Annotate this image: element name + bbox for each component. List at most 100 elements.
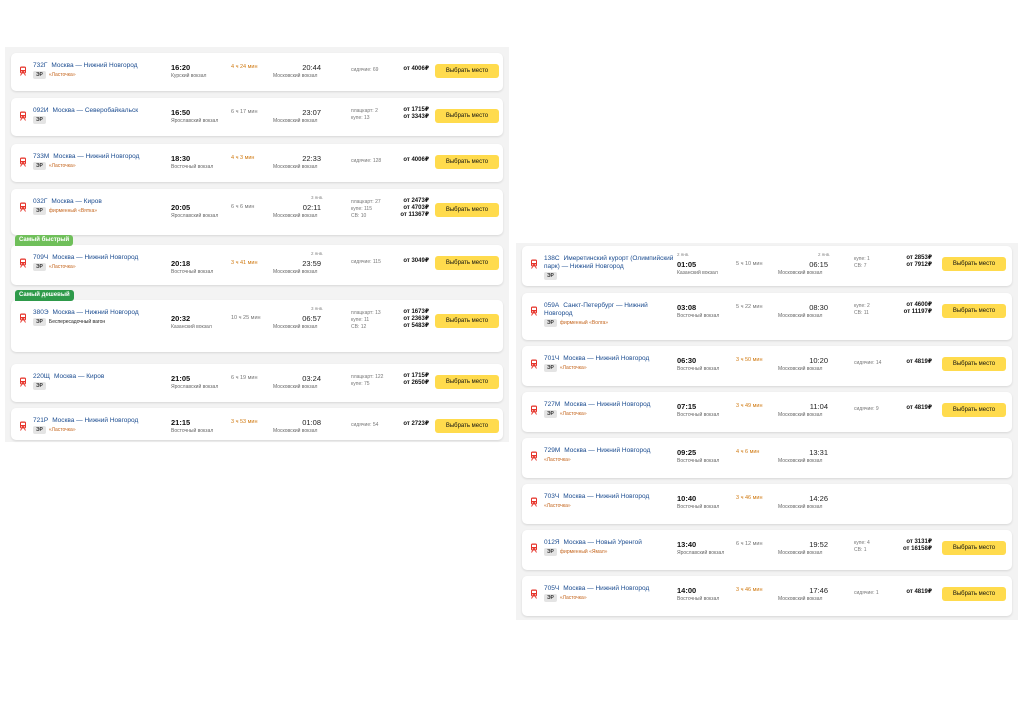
choose-seat-button[interactable]: Выбрать место: [435, 64, 499, 78]
train-number[interactable]: 733М: [33, 153, 50, 160]
train-route-link[interactable]: 032Г Москва — Киров: [33, 198, 158, 206]
train-tags: ЭР фирменный «Ямал»: [544, 548, 607, 556]
train-number[interactable]: 059А: [544, 302, 560, 309]
train-route[interactable]: Москва — Киров: [51, 198, 102, 205]
train-number[interactable]: 705Ч: [544, 585, 560, 592]
seat-availability: плацкарт: 13 купе: 11 СВ: 12: [351, 310, 381, 331]
train-number[interactable]: 032Г: [33, 198, 48, 205]
price-list: от 4006₽: [389, 157, 429, 164]
train-route-link[interactable]: 059А Санкт-Петербург — Нижний Новгород: [544, 302, 674, 317]
trip-duration: 4 ч 6 мин: [736, 449, 760, 455]
seat-class-count: купе: 115: [351, 206, 372, 212]
choose-seat-button[interactable]: Выбрать место: [942, 587, 1006, 601]
train-route[interactable]: Москва — Нижний Новгород: [564, 401, 651, 408]
choose-seat-button[interactable]: Выбрать место: [435, 256, 499, 270]
train-number[interactable]: 220Щ: [33, 373, 50, 380]
arrival-station: Московский вокзал: [273, 164, 318, 170]
er-tag: ЭР: [544, 364, 557, 372]
train-route[interactable]: Москва — Нижний Новгород: [563, 493, 650, 500]
trip-duration: 5 ч 10 мин: [736, 261, 763, 267]
train-route-link[interactable]: 721Р Москва — Нижний Новгород: [33, 417, 158, 425]
er-tag: ЭР: [544, 594, 557, 602]
train-number[interactable]: 703Ч: [544, 493, 560, 500]
train-number[interactable]: 701Ч: [544, 355, 560, 362]
train-route-link[interactable]: 733М Москва — Нижний Новгород: [33, 153, 158, 161]
choose-seat-button[interactable]: Выбрать место: [435, 419, 499, 433]
train-route-link[interactable]: 729М Москва — Нижний Новгород: [544, 447, 674, 455]
price-value: от 4819₽: [906, 589, 932, 595]
train-route[interactable]: Москва — Нижний Новгород: [52, 254, 139, 261]
arrival-station: Московский вокзал: [273, 73, 318, 79]
choose-seat-button[interactable]: Выбрать место: [942, 304, 1006, 318]
price-value: от 11367₽: [400, 212, 429, 218]
arrival-time: 17:46: [809, 586, 828, 595]
train-route[interactable]: Москва — Нижний Новгород: [563, 355, 650, 362]
train-route-link[interactable]: 732Г Москва — Нижний Новгород: [33, 62, 158, 70]
er-tag: ЭР: [33, 382, 46, 390]
departure-station: Восточный вокзал: [677, 366, 720, 372]
choose-seat-button[interactable]: Выбрать место: [435, 155, 499, 169]
train-route[interactable]: Москва — Нижний Новгород: [52, 309, 139, 316]
train-route-link[interactable]: 727М Москва — Нижний Новгород: [544, 401, 674, 409]
arrival-date: 3 янв.: [311, 306, 324, 311]
train-route[interactable]: Москва — Нижний Новгород: [563, 585, 650, 592]
train-route-link[interactable]: 012Я Москва — Новый Уренгой: [544, 539, 674, 547]
train-number[interactable]: 732Г: [33, 62, 48, 69]
choose-seat-button[interactable]: Выбрать место: [435, 314, 499, 328]
choose-seat-button[interactable]: Выбрать место: [942, 403, 1006, 417]
train-route-link[interactable]: 709Ч Москва — Нижний Новгород: [33, 254, 158, 262]
train-brand-tag: «Ласточка»: [48, 264, 76, 270]
train-route[interactable]: Москва — Нижний Новгород: [51, 62, 138, 69]
choose-seat-button[interactable]: Выбрать место: [942, 357, 1006, 371]
price-list: от 2853₽ от 7912₽: [892, 255, 932, 269]
train-route-link[interactable]: 705Ч Москва — Нижний Новгород: [544, 585, 674, 593]
train-number[interactable]: 012Я: [544, 539, 560, 546]
departure-station: Восточный вокзал: [171, 164, 214, 170]
choose-seat-button[interactable]: Выбрать место: [942, 541, 1006, 555]
arrival-time: 19:52: [809, 540, 828, 549]
train-route-link[interactable]: 703Ч Москва — Нижний Новгород: [544, 493, 674, 501]
train-route-link[interactable]: 138С Имеретинский курорт (Олимпийский пар…: [544, 255, 674, 270]
train-icon: [19, 108, 27, 121]
trip-duration: 4 ч 3 мин: [231, 155, 255, 161]
choose-seat-button[interactable]: Выбрать место: [435, 203, 499, 217]
price-list: от 4819₽: [892, 405, 932, 412]
er-tag: ЭР: [33, 426, 46, 434]
train-route[interactable]: Санкт-Петербург — Нижний Новгород: [544, 302, 648, 317]
arrival-station: Московский вокзал: [778, 313, 823, 319]
train-number[interactable]: 092И: [33, 107, 49, 114]
train-number[interactable]: 721Р: [33, 417, 49, 424]
arrival-station: Московский вокзал: [778, 366, 823, 372]
train-icon: [530, 586, 538, 599]
train-number[interactable]: 729М: [544, 447, 561, 454]
seat-class-count: купе: 11: [351, 317, 370, 323]
seat-availability: сидячие: 54: [351, 422, 378, 429]
seat-class-count: сидячие: 1: [854, 590, 879, 596]
train-route[interactable]: Имеретинский курорт (Олимпийский парк) —…: [544, 255, 674, 270]
train-route-link[interactable]: 092И Москва — Северобайкальск: [33, 107, 158, 115]
train-route-link[interactable]: 220Щ Москва — Киров: [33, 373, 158, 381]
train-route-link[interactable]: 701Ч Москва — Нижний Новгород: [544, 355, 674, 363]
train-route-link[interactable]: 380Э Москва — Нижний Новгород: [33, 309, 158, 317]
train-card: 732Г Москва — Нижний Новгород ЭР «Ласточка»…: [11, 53, 503, 91]
train-icon: [19, 154, 27, 167]
train-route[interactable]: Москва — Нижний Новгород: [564, 447, 651, 454]
train-number[interactable]: 138С: [544, 255, 560, 262]
train-card: Самый дешевый 380Э Москва — Нижний Новгоро…: [11, 290, 503, 352]
arrival-time: 23:59: [302, 259, 321, 268]
departure-time: 03:08: [677, 303, 697, 312]
train-route[interactable]: Москва — Северобайкальск: [52, 107, 139, 114]
train-number[interactable]: 727М: [544, 401, 561, 408]
choose-seat-button[interactable]: Выбрать место: [435, 375, 499, 389]
train-route[interactable]: Москва — Нижний Новгород: [53, 153, 140, 160]
trip-duration: 3 ч 46 мин: [736, 495, 763, 501]
train-number[interactable]: 709Ч: [33, 254, 49, 261]
seat-class-count: СВ: 11: [854, 310, 869, 316]
train-route[interactable]: Москва — Нижний Новгород: [52, 417, 139, 424]
train-route[interactable]: Москва — Новый Уренгой: [563, 539, 642, 546]
choose-seat-button[interactable]: Выбрать место: [942, 257, 1006, 271]
train-number[interactable]: 380Э: [33, 309, 49, 316]
arrival-time: 14:26: [809, 494, 828, 503]
train-route[interactable]: Москва — Киров: [53, 373, 105, 380]
choose-seat-button[interactable]: Выбрать место: [435, 109, 499, 123]
